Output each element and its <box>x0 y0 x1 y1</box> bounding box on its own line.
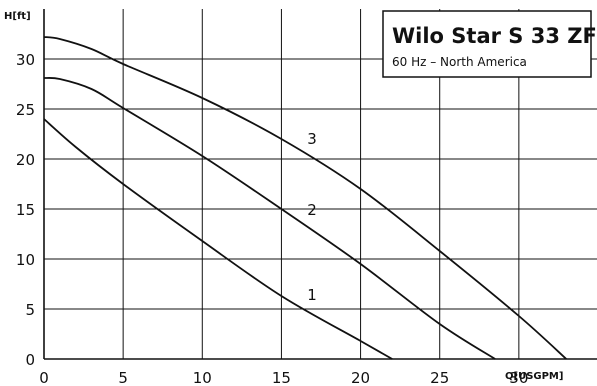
curve-label-2: 2 <box>307 201 317 219</box>
x-tick-label-0: 0 <box>39 369 49 386</box>
y-tick-label-4: 20 <box>16 151 35 169</box>
chart-title: Wilo Star S 33 ZF <box>392 24 597 48</box>
x-axis-label: Q[USGPM] <box>505 371 563 382</box>
curve-2 <box>43 77 496 360</box>
y-tick-label-6: 30 <box>16 51 35 69</box>
tick-labels: 0 5 10 15 20 25 30 0 5 10 15 20 25 30 <box>16 51 528 386</box>
x-tick-label-6: 30 <box>509 369 528 386</box>
curve-label-1: 1 <box>307 286 317 304</box>
axes <box>43 9 597 360</box>
curve-labels: 1 2 3 <box>307 130 317 304</box>
curve-1 <box>43 118 393 360</box>
y-tick-label-1: 5 <box>25 301 35 319</box>
title-box-frame <box>382 10 592 78</box>
curve-label-3: 3 <box>307 130 317 148</box>
y-tick-label-5: 25 <box>16 101 35 119</box>
x-tick-label-3: 15 <box>272 369 291 386</box>
y-axis-label: H[ft] <box>4 11 31 22</box>
title-box: Wilo Star S 33 ZF 60 Hz – North America <box>382 10 597 78</box>
x-tick-label-5: 25 <box>430 369 449 386</box>
y-tick-label-0: 0 <box>25 351 35 369</box>
x-tick-label-1: 5 <box>118 369 128 386</box>
curve-3 <box>43 36 567 360</box>
pump-curves <box>43 36 567 360</box>
chart-subtitle: 60 Hz – North America <box>392 55 527 69</box>
x-tick-label-4: 20 <box>351 369 370 386</box>
x-tick-label-2: 10 <box>193 369 212 386</box>
y-tick-label-2: 10 <box>16 251 35 269</box>
y-tick-label-3: 15 <box>16 201 35 219</box>
